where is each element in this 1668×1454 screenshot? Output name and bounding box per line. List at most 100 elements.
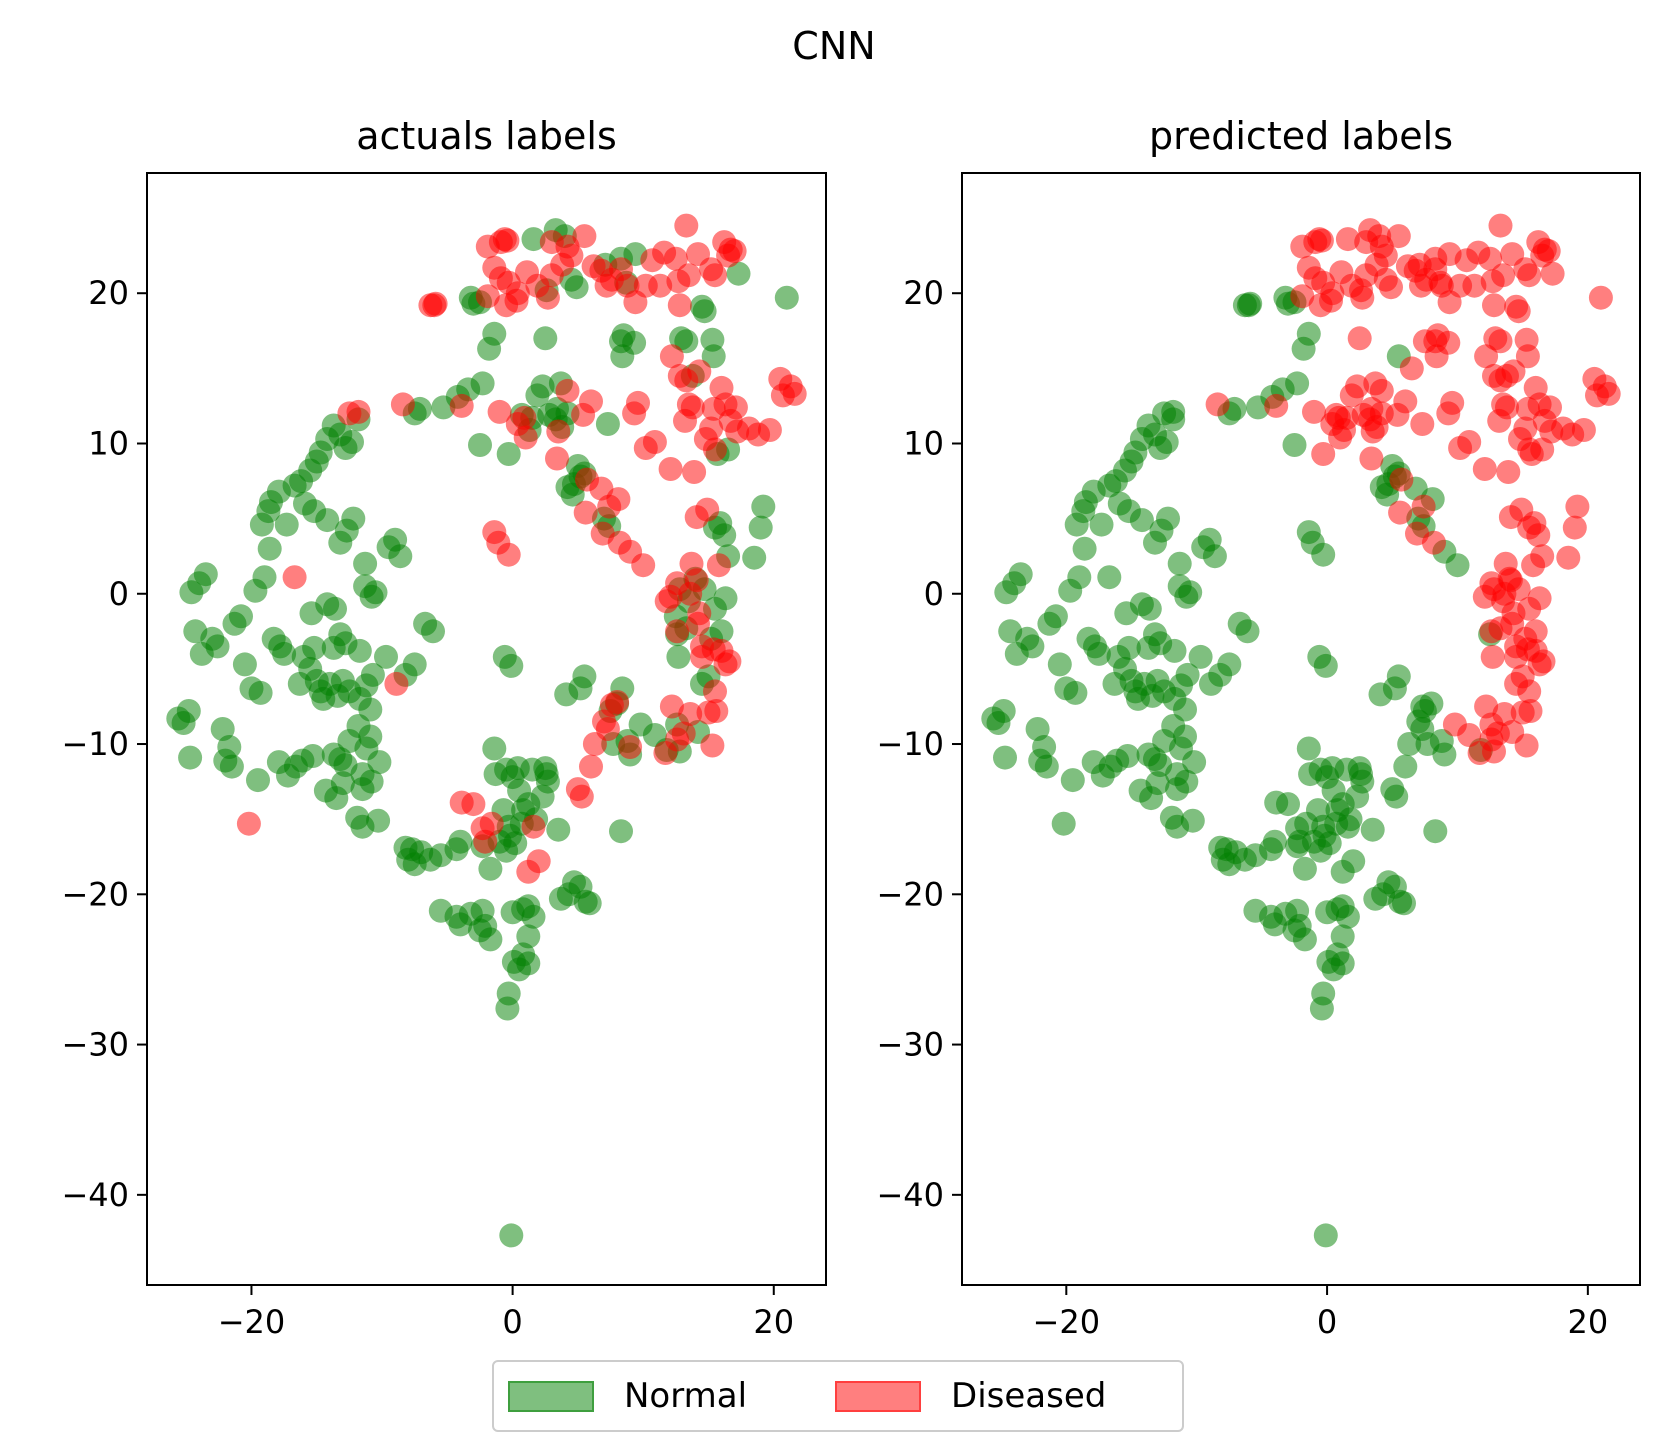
point-normal (1060, 768, 1085, 793)
point-diseased (1290, 284, 1315, 309)
figure-title: CNN (792, 24, 876, 68)
point-diseased (1386, 224, 1411, 249)
point-normal (248, 680, 273, 705)
point-diseased (1491, 263, 1516, 288)
point-diseased (573, 500, 598, 525)
legend-swatch-normal (508, 1380, 594, 1412)
point-diseased (1347, 326, 1372, 351)
point-diseased (1335, 227, 1360, 252)
point-normal (1276, 792, 1300, 817)
point-diseased (1538, 395, 1562, 420)
point-normal (402, 652, 427, 677)
point-diseased (1482, 293, 1506, 318)
point-diseased (700, 733, 725, 758)
point-normal (1296, 736, 1321, 761)
actuals-ytick-label: −20 (61, 875, 129, 913)
point-diseased (390, 392, 415, 417)
point-normal (257, 536, 282, 561)
point-normal (993, 745, 1017, 770)
point-diseased (703, 263, 727, 288)
legend: Normal Diseased (492, 1360, 1184, 1432)
predicted-ytick-label: 10 (903, 424, 944, 462)
point-normal (1020, 634, 1045, 659)
point-normal (1081, 750, 1106, 775)
point-diseased (663, 246, 688, 271)
point-normal (178, 745, 203, 770)
point-normal (1067, 565, 1092, 590)
point-diseased (1309, 228, 1334, 253)
point-normal (232, 652, 257, 677)
point-normal (546, 817, 571, 842)
predicted-ytick-label: 0 (924, 575, 944, 613)
point-normal (482, 321, 507, 346)
point-normal (1114, 601, 1139, 626)
point-diseased (1521, 553, 1546, 578)
point-normal (1182, 750, 1207, 775)
point-diseased (1472, 457, 1497, 481)
point-diseased (722, 239, 747, 264)
point-diseased (595, 717, 620, 741)
point-normal (499, 1223, 524, 1248)
point-diseased (701, 637, 726, 662)
point-diseased (1496, 460, 1521, 484)
point-normal (516, 924, 541, 949)
point-diseased (461, 792, 486, 817)
actuals-points (166, 213, 807, 1248)
point-diseased (1596, 381, 1621, 406)
point-normal (1129, 508, 1154, 533)
point-diseased (1405, 521, 1429, 546)
point-normal (388, 544, 413, 569)
point-diseased (1349, 278, 1373, 303)
point-normal (1335, 904, 1360, 929)
point-normal (324, 786, 349, 811)
point-diseased (1369, 401, 1394, 426)
point-diseased (1497, 566, 1522, 591)
point-diseased (695, 497, 720, 522)
point-normal (1072, 536, 1097, 561)
point-diseased (475, 284, 500, 309)
point-diseased (1523, 619, 1548, 644)
predicted-axes-frame (961, 172, 1641, 1286)
point-diseased (473, 829, 498, 854)
point-diseased (1474, 694, 1499, 719)
predicted-xtick-label: 0 (1317, 1303, 1337, 1341)
point-diseased (674, 213, 699, 238)
point-normal (1137, 596, 1162, 621)
point-normal (210, 717, 235, 741)
point-normal (360, 662, 385, 687)
point-diseased (282, 565, 307, 590)
point-normal (742, 545, 767, 570)
point-diseased (1515, 637, 1540, 662)
point-diseased (659, 694, 684, 719)
point-normal (1210, 847, 1235, 872)
actuals-ytick-label: −10 (61, 725, 129, 763)
point-normal (701, 344, 726, 369)
point-normal (1311, 981, 1336, 1006)
point-diseased (546, 419, 571, 444)
point-normal (726, 261, 751, 286)
point-normal (1292, 856, 1317, 881)
point-normal (503, 831, 528, 856)
point-diseased (1442, 712, 1467, 737)
point-normal (986, 711, 1011, 735)
point-diseased (1205, 392, 1230, 417)
point-normal (1086, 641, 1111, 666)
point-normal (1161, 399, 1186, 424)
point-diseased (1373, 267, 1398, 292)
point-diseased (516, 859, 541, 884)
point-diseased (723, 395, 748, 420)
point-normal (1393, 754, 1418, 779)
actuals-ytick-label: 20 (88, 274, 129, 312)
point-diseased (648, 273, 673, 298)
point-diseased (572, 224, 597, 249)
point-normal (299, 601, 324, 626)
point-diseased (579, 754, 603, 779)
point-normal (1047, 652, 1072, 677)
point-diseased (1517, 263, 1542, 288)
point-normal (1235, 619, 1260, 644)
point-diseased (1482, 739, 1506, 764)
point-normal (1368, 682, 1393, 707)
predicted-ytick-label: −10 (876, 725, 944, 763)
